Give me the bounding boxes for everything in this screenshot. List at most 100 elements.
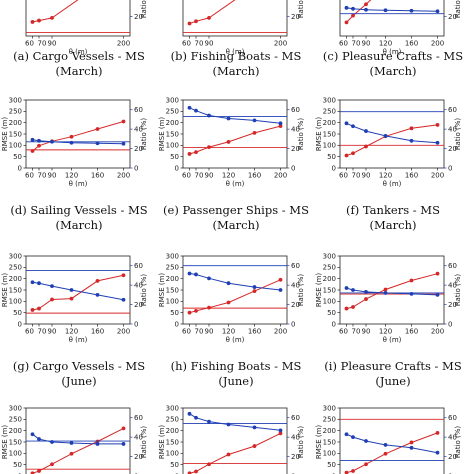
rmse-point [252,444,257,448]
rmse-point [95,127,100,131]
plot-frame [182,0,288,37]
ratio-point [226,281,231,286]
x-tick-label: 60 [25,172,34,180]
y-axis-label: RMSE (m) [315,117,323,152]
rmse-point [194,308,198,313]
x-tick-label: 90 [205,172,214,180]
y-tick-label: 0 [18,320,22,328]
caption-2: (c) Pleasure Crafts - MS(March) [323,49,463,78]
y2-axis-label: Ratio (%) [297,426,305,459]
rmse-point [226,300,231,305]
x-tick-label: 70 [352,328,361,336]
rmse-point [187,152,192,156]
y-tick-label: 0 [175,164,179,172]
x-axis-label: θ (m) [226,180,245,188]
caption-title: (f) Tankers - MS [346,203,440,217]
y-tick-label: 50 [13,153,22,161]
ratio-point [278,428,283,433]
y2-tick-label: 40 [291,434,300,442]
x-tick-label: 160 [405,40,418,48]
rmse-point [187,471,192,474]
subplot-0: 20 60 70 90 200 θ (m) Ratio (%) [25,0,148,56]
rmse-point [30,308,35,312]
caption-5: (f) Tankers - MS(March) [346,203,440,232]
ratio-series-line [346,7,438,12]
rmse-point [344,153,349,158]
y-tick-label: 250 [323,108,336,116]
x-tick-label: 200 [117,172,130,180]
ratio-point [207,419,211,424]
y-tick-label: 100 [323,450,336,458]
y-tick-label: 150 [9,130,22,138]
ratio-point [50,284,54,289]
ratio-point [435,140,440,145]
plot-frame [182,255,288,325]
ratio-series-line [346,433,438,454]
rmse-point [37,306,41,311]
y-tick-label: 100 [323,298,336,306]
x-tick-label: 60 [182,328,191,336]
y-tick-label: 0 [332,472,336,474]
ratio-point [364,439,368,443]
y2-tick-label: 20 [448,145,457,153]
rmse-point [194,150,198,155]
y-tick-label: 0 [175,320,179,328]
y-tick-label: 150 [323,438,336,446]
rmse-point [226,140,231,144]
subplot-10: 0 50 100 150 200 250 300 0 20 40 60 RMSE (m) Ratio (… [158,404,305,474]
x-axis-label: θ (m) [69,336,88,344]
ratio-point [435,292,440,297]
rmse-series-line [32,274,124,311]
rmse-point [207,305,211,310]
x-tick-label: 60 [25,328,34,336]
y-tick-label: 150 [166,286,179,294]
y2-tick-label: 20 [134,301,143,309]
rmse-point [30,20,35,24]
ratio-point [207,276,211,281]
y2-tick-label: 60 [291,106,300,114]
caption-title: (d) Sailing Vessels - MS [10,203,147,217]
caption-period: (June) [61,374,96,388]
ratio-series-line [189,413,281,431]
x-tick-label: 70 [195,40,204,48]
y2-axis-label: Ratio (%) [140,274,148,307]
ratio-point [194,108,198,113]
y2-tick-label: 20 [448,453,457,461]
series-group [26,119,130,153]
ratio-point [194,415,198,420]
y-tick-label: 100 [166,142,179,150]
y2-tick-label: 0 [448,164,452,172]
x-tick-label: 90 [205,40,214,48]
rmse-series-line [32,427,124,474]
x-tick-label: 120 [65,328,78,336]
ratio-point [30,432,35,437]
ratio-point [121,141,126,146]
ratio-point [187,271,192,276]
y-tick-label: 300 [9,252,22,260]
y2-tick-label: 20 [448,301,457,309]
caption-title: (i) Pleasure Crafts - MS [324,359,462,373]
y-axis-label: RMSE (m) [1,273,9,308]
y-tick-label: 100 [166,450,179,458]
x-tick-label: 70 [38,172,47,180]
rmse-point [69,451,74,456]
subplot-11: 0 50 100 150 200 250 300 0 20 40 60 RMSE (m) Ratio (… [315,404,462,474]
y-tick-label: 50 [327,309,336,317]
y2-tick-label: 40 [134,282,143,290]
x-tick-label: 200 [117,40,130,48]
series-group [183,265,287,315]
rmse-point [344,470,349,474]
x-tick-label: 120 [379,40,392,48]
y2-axis-label: Ratio (%) [297,118,305,151]
rmse-point [37,469,41,473]
rmse-point [207,145,211,150]
rmse-point [278,277,283,282]
y-tick-label: 250 [9,416,22,424]
rmse-series-line [189,125,281,155]
caption-3: (d) Sailing Vessels - MS(March) [10,203,147,232]
y2-tick-label: 60 [448,414,457,422]
y2-axis-label: Ratio (%) [297,274,305,307]
y-axis-label: RMSE (m) [158,117,166,152]
series-group [340,418,444,474]
